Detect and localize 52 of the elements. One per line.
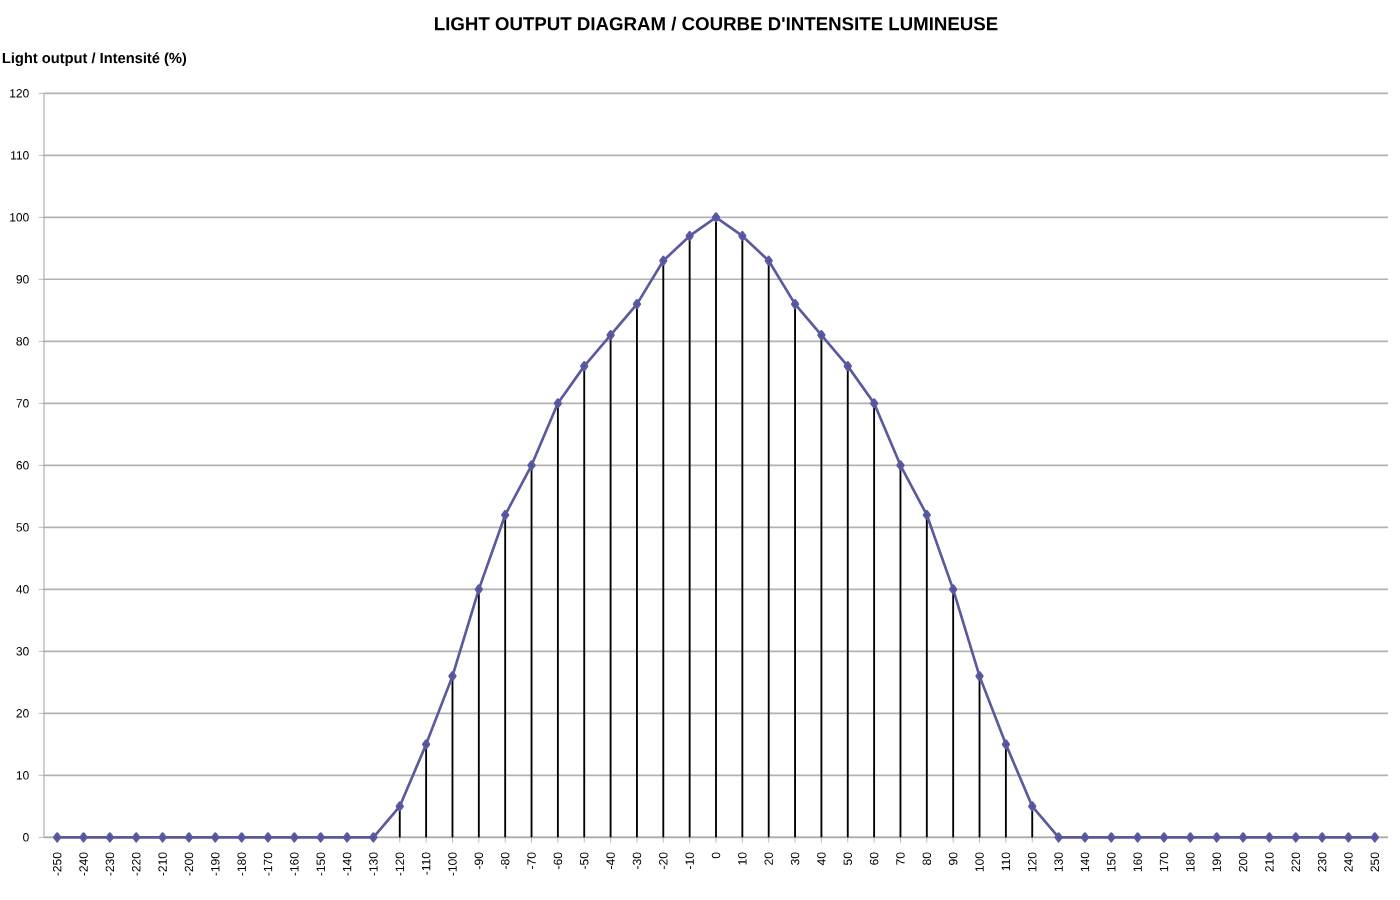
point xyxy=(1080,832,1090,843)
point xyxy=(606,330,615,341)
point xyxy=(949,584,958,595)
point xyxy=(1133,832,1142,843)
point xyxy=(79,832,88,843)
point xyxy=(237,832,246,843)
point xyxy=(1001,739,1011,750)
point xyxy=(632,299,642,310)
point xyxy=(1265,832,1274,843)
point xyxy=(1370,832,1379,843)
point xyxy=(738,230,747,242)
point xyxy=(553,398,563,409)
point xyxy=(263,832,273,843)
point xyxy=(659,255,668,266)
point xyxy=(1028,801,1037,812)
point xyxy=(1159,832,1169,843)
point xyxy=(869,398,879,409)
point xyxy=(1344,832,1353,843)
point xyxy=(685,230,694,242)
point xyxy=(1317,832,1327,843)
point xyxy=(501,509,510,521)
point xyxy=(1186,832,1195,843)
point xyxy=(211,832,220,843)
point xyxy=(580,361,589,372)
point xyxy=(1212,832,1221,843)
point xyxy=(1107,832,1116,843)
point xyxy=(290,832,299,843)
point xyxy=(790,299,800,310)
point xyxy=(184,832,194,843)
point xyxy=(369,832,378,843)
point xyxy=(1054,832,1063,843)
point xyxy=(817,330,826,341)
point xyxy=(922,509,931,521)
point xyxy=(975,671,984,682)
chart-title: LIGHT OUTPUT DIAGRAM / COURBE D'INTENSITE LUMINEUSE xyxy=(435,16,998,31)
point xyxy=(1291,832,1300,843)
point xyxy=(158,832,167,843)
point xyxy=(896,460,905,471)
point xyxy=(316,832,325,843)
point xyxy=(1238,832,1248,843)
point xyxy=(474,584,483,595)
point xyxy=(105,832,115,843)
point xyxy=(711,212,721,223)
point xyxy=(395,801,404,812)
point xyxy=(53,832,62,843)
point xyxy=(342,832,352,843)
point xyxy=(527,460,536,471)
point xyxy=(132,832,141,843)
point xyxy=(764,255,773,266)
point xyxy=(843,361,852,372)
point xyxy=(421,739,431,750)
point xyxy=(448,671,457,682)
